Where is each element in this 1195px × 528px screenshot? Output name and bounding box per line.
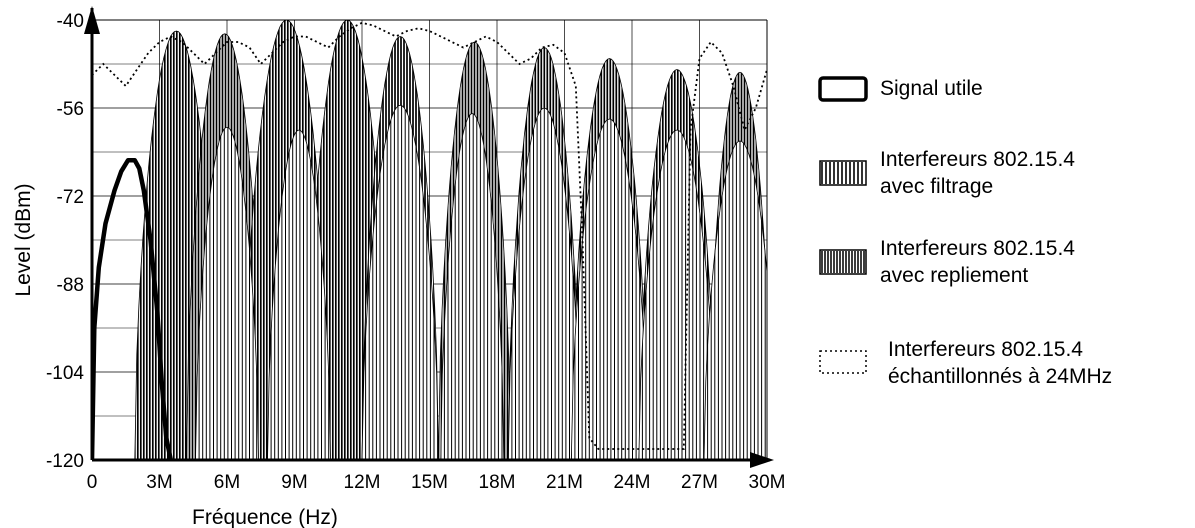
legend-item-signal: Signal utile: [818, 74, 983, 104]
y-tick-label: -56: [57, 99, 84, 120]
x-tick-label: 3M: [146, 472, 172, 493]
y-tick-label: -88: [57, 275, 84, 296]
legend-swatch-signal: [818, 76, 868, 102]
repliement-band-outline: [570, 58, 649, 460]
filtrage-band-outline: [570, 118, 649, 460]
x-tick-label: 24M: [614, 472, 651, 493]
legend-swatch-repliement: [819, 249, 867, 275]
legend-item-echantillonnes: Interfereurs 802.15.4 échantillonnés à 2…: [818, 336, 1112, 390]
legend-item-filtrage: Interfereurs 802.15.4 avec filtrage: [818, 146, 1075, 200]
swatch-hatch: [821, 162, 863, 184]
y-tick-label: -72: [57, 187, 84, 208]
legend-label-signal: Signal utile: [880, 77, 983, 100]
x-tick-label: 9M: [281, 472, 307, 493]
legend-swatch-filtrage: [819, 160, 867, 186]
y-tick-label: -120: [46, 451, 84, 472]
x-tick-label: 30M: [749, 472, 786, 493]
filtrage-band-outline: [507, 107, 581, 460]
x-tick-labels: 0 3M 6M 9M 12M 15M 18M 21M 24M 27M 30M: [87, 472, 786, 493]
x-tick-label: 27M: [681, 472, 718, 493]
legend-label-repliement: Interfereurs 802.15.4 avec repliement: [880, 237, 1075, 287]
x-tick-label: 15M: [411, 472, 448, 493]
legend-swatch-echantillonnes: [819, 350, 867, 374]
signal-utile-line: [92, 158, 174, 460]
repliement-band-outline: [638, 69, 716, 460]
y-tick-label: -40: [57, 11, 84, 32]
axes: [84, 6, 774, 468]
signal-utile-path: [92, 158, 174, 460]
swatch-hatch: [821, 251, 865, 273]
repliement-band-outline: [186, 33, 264, 460]
filtrage-band-outline: [195, 126, 259, 460]
x-tick-label: 18M: [479, 472, 516, 493]
spectrum-chart: 0 3M 6M 9M 12M 15M 18M 21M 24M 27M 30M -40 -56 -72 -8…: [12, 6, 786, 528]
filtrage-band-outline: [267, 129, 331, 460]
x-tick-label: 12M: [344, 472, 381, 493]
repliement-band-outline: [507, 47, 581, 460]
x-axis-label: Fréquence (Hz): [192, 506, 338, 528]
y-axis-label: Level (dBm): [12, 183, 35, 296]
y-axis-arrow: [84, 6, 100, 34]
swatch-border: [819, 160, 867, 186]
legend-label-filtrage: Interfereurs 802.15.4 avec filtrage: [880, 148, 1075, 198]
x-axis-arrow: [750, 452, 774, 468]
x-tick-label: 21M: [546, 472, 583, 493]
x-tick-label: 0: [87, 472, 98, 493]
filtrage-band-outline: [361, 104, 439, 460]
filtrage-bands: [195, 104, 767, 460]
y-tick-label: -104: [46, 363, 84, 384]
repliement-band-outline: [708, 71, 767, 460]
legend-label-echantillonnes: Interfereurs 802.15.4 échantillonnés à 2…: [888, 338, 1113, 388]
filtrage-band-outline: [638, 129, 716, 460]
repliement-band-outline: [242, 20, 331, 460]
y-tick-labels: -40 -56 -72 -88 -104 -120: [46, 11, 84, 472]
x-tick-label: 6M: [214, 472, 240, 493]
repliement-band-outline: [361, 36, 439, 460]
filtrage-band-outline: [703, 140, 767, 460]
filtrage-band-outline: [440, 113, 505, 460]
legend-item-repliement: Interfereurs 802.15.4 avec repliement: [818, 235, 1075, 289]
